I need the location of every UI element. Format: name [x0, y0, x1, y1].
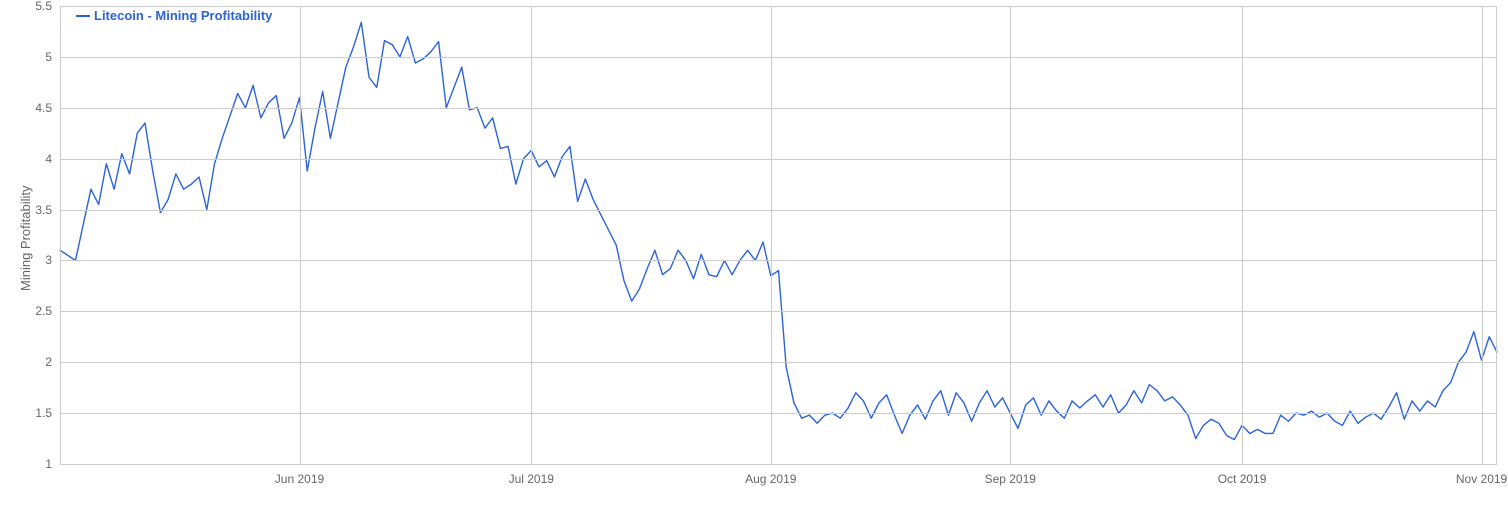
- gridline-v: [1010, 6, 1011, 464]
- plot-border: [60, 6, 61, 464]
- gridline-h: [60, 464, 1497, 465]
- y-axis-title: Mining Profitability: [18, 186, 33, 292]
- x-tick-label: Oct 2019: [1218, 472, 1267, 486]
- gridline-v: [1482, 6, 1483, 464]
- y-tick-label: 5.5: [22, 0, 52, 13]
- y-tick-label: 1: [22, 457, 52, 471]
- plot-border: [1496, 6, 1497, 464]
- series-polyline: [60, 22, 1497, 439]
- gridline-h: [60, 108, 1497, 109]
- y-tick-label: 4.5: [22, 101, 52, 115]
- y-tick-label: 4: [22, 152, 52, 166]
- line-series: [60, 6, 1497, 464]
- x-tick-label: Jun 2019: [275, 472, 324, 486]
- gridline-h: [60, 362, 1497, 363]
- y-tick-label: 2.5: [22, 304, 52, 318]
- gridline-h: [60, 413, 1497, 414]
- gridline-h: [60, 311, 1497, 312]
- x-tick-label: Aug 2019: [745, 472, 796, 486]
- gridline-h: [60, 6, 1497, 7]
- chart-container: Mining Profitability Litecoin - Mining P…: [0, 0, 1508, 505]
- gridline-v: [771, 6, 772, 464]
- y-tick-label: 2: [22, 355, 52, 369]
- gridline-v: [531, 6, 532, 464]
- y-tick-label: 5: [22, 50, 52, 64]
- x-tick-label: Nov 2019: [1456, 472, 1507, 486]
- x-tick-label: Jul 2019: [509, 472, 554, 486]
- gridline-v: [1242, 6, 1243, 464]
- x-tick-label: Sep 2019: [985, 472, 1036, 486]
- gridline-v: [300, 6, 301, 464]
- y-tick-label: 3: [22, 253, 52, 267]
- gridline-h: [60, 57, 1497, 58]
- gridline-h: [60, 210, 1497, 211]
- gridline-h: [60, 159, 1497, 160]
- gridline-h: [60, 260, 1497, 261]
- y-tick-label: 1.5: [22, 406, 52, 420]
- plot-area: [60, 6, 1497, 464]
- y-tick-label: 3.5: [22, 203, 52, 217]
